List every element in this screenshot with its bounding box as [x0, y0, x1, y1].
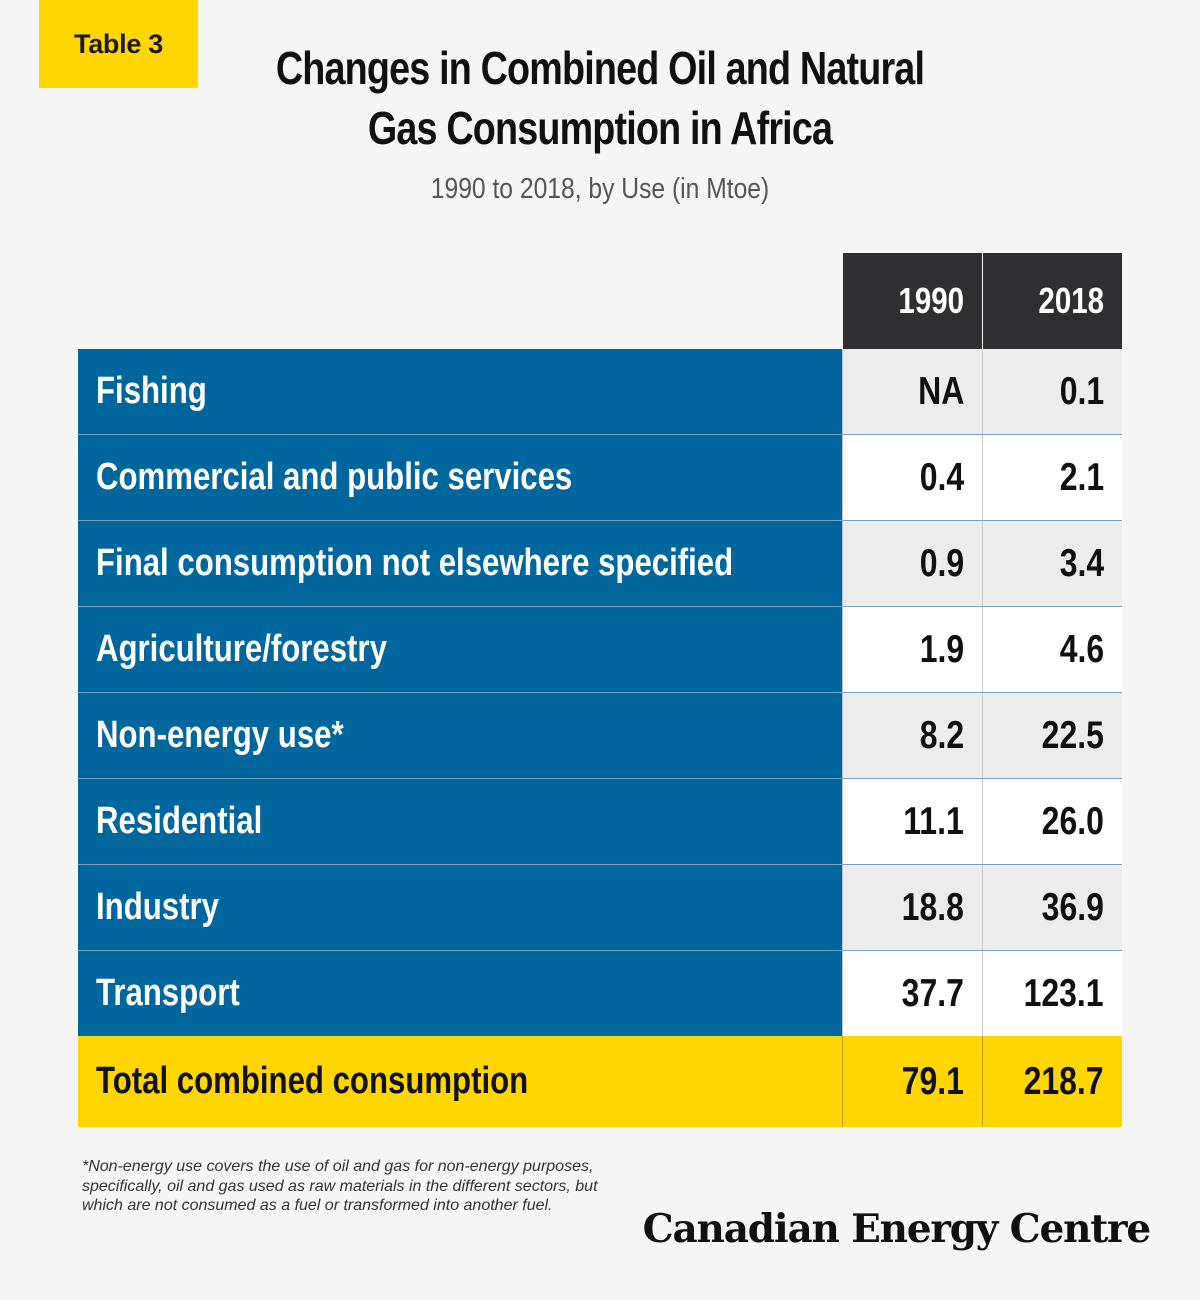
column-header-1990: 1990: [843, 253, 982, 349]
canadian-energy-centre-logo: Canadian Energy Centre: [642, 1206, 1152, 1252]
column-divider: [842, 693, 843, 778]
cell-1990: NA: [843, 349, 982, 434]
column-divider: [842, 1036, 843, 1127]
cell-1990: 1.9: [843, 607, 982, 692]
table-total-row: Total combined consumption 79.1 218.7: [78, 1036, 1122, 1127]
chart-subtitle: 1990 to 2018, by Use (in Mtoe): [430, 173, 770, 205]
column-divider: [842, 521, 843, 606]
column-divider: [982, 521, 983, 606]
cell-1990: 8.2: [843, 693, 982, 778]
cell-2018: 22.5: [983, 693, 1122, 778]
chart-title: Changes in Combined Oil and Natural Gas …: [231, 38, 969, 158]
column-divider: [982, 951, 983, 1036]
row-label: Industry: [78, 865, 842, 950]
cell-2018: 2.1: [983, 435, 1122, 520]
table-row: Agriculture/forestry 1.9 4.6: [78, 606, 1122, 692]
cell-1990: 37.7: [843, 951, 982, 1036]
row-label: Transport: [78, 951, 842, 1036]
column-divider: [842, 865, 843, 950]
table-row: Commercial and public services 0.4 2.1: [78, 434, 1122, 520]
column-divider: [842, 951, 843, 1036]
table-number-badge: Table 3: [39, 0, 198, 88]
cell-2018: 0.1: [983, 349, 1122, 434]
cell-2018: 123.1: [983, 951, 1122, 1036]
cell-1990: 11.1: [843, 779, 982, 864]
column-divider: [982, 607, 983, 692]
cell-2018: 4.6: [983, 607, 1122, 692]
row-label: Fishing: [78, 349, 842, 434]
title-line-1: Changes in Combined Oil and Natural: [275, 42, 925, 94]
table-row: Non-energy use* 8.2 22.5: [78, 692, 1122, 778]
cell-2018: 36.9: [983, 865, 1122, 950]
column-divider: [842, 779, 843, 864]
footnote: *Non-energy use covers the use of oil an…: [82, 1158, 598, 1214]
table-row: Transport 37.7 123.1: [78, 950, 1122, 1036]
row-label: Non-energy use*: [78, 693, 842, 778]
table-row: Final consumption not elsewhere specifie…: [78, 520, 1122, 606]
row-label: Residential: [78, 779, 842, 864]
column-divider: [842, 435, 843, 520]
table-row: Industry 18.8 36.9: [78, 864, 1122, 950]
column-divider: [982, 865, 983, 950]
row-label: Agriculture/forestry: [78, 607, 842, 692]
column-divider: [842, 607, 843, 692]
table-body: Fishing NA 0.1 Commercial and public servic…: [78, 349, 1122, 1036]
column-divider: [982, 435, 983, 520]
row-label: Final consumption not elsewhere specifie…: [78, 521, 842, 606]
consumption-table: 1990 2018 Fishing NA 0.1 Commercial and pub…: [78, 253, 1122, 1127]
table-row: Fishing NA 0.1: [78, 349, 1122, 434]
cell-1990: 0.4: [843, 435, 982, 520]
column-divider: [982, 349, 983, 434]
column-divider: [982, 779, 983, 864]
cell-2018: 26.0: [983, 779, 1122, 864]
column-header-2018: 2018: [983, 253, 1122, 349]
column-divider: [982, 693, 983, 778]
cell-1990: 79.1: [843, 1036, 982, 1127]
table-row: Residential 11.1 26.0: [78, 778, 1122, 864]
column-divider: [842, 349, 843, 434]
title-line-2: Gas Consumption in Africa: [367, 102, 833, 154]
row-label: Total combined consumption: [78, 1036, 842, 1127]
table-header-row: 1990 2018: [78, 253, 1122, 349]
cell-2018: 3.4: [983, 521, 1122, 606]
cell-1990: 0.9: [843, 521, 982, 606]
row-label: Commercial and public services: [78, 435, 842, 520]
column-divider: [982, 1036, 983, 1127]
cell-2018: 218.7: [983, 1036, 1122, 1127]
cell-1990: 18.8: [843, 865, 982, 950]
